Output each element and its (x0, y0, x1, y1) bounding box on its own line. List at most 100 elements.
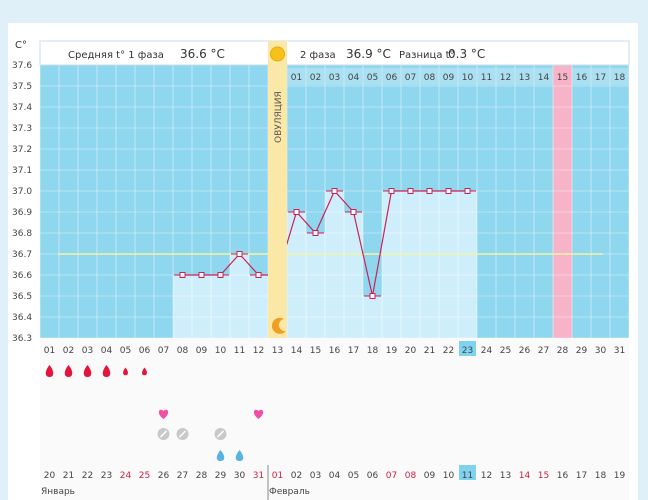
top-day-label: 08 (424, 73, 436, 83)
top-label-box (496, 68, 515, 85)
top-day-label: 15 (557, 73, 568, 83)
temp-point (464, 188, 471, 194)
cycle-day-label: 21 (424, 346, 435, 356)
diff-value: 0.3 °C (448, 47, 485, 61)
top-label-box (287, 68, 306, 85)
y-tick-label: 37.4 (12, 103, 32, 113)
top-day-label: 03 (329, 73, 340, 83)
calendar-day-label: 31 (253, 471, 264, 481)
temp-point (369, 293, 376, 299)
top-label-box (610, 68, 629, 85)
calendar-day-label: 27 (177, 471, 188, 481)
menstruation-drop-icon (102, 365, 111, 377)
temp-column (382, 191, 401, 338)
calendar-day-label: 12 (481, 471, 492, 481)
temp-column (192, 275, 211, 338)
temp-point (179, 272, 186, 278)
top-label-box (591, 68, 610, 85)
calendar-day-label: 28 (196, 471, 208, 481)
top-day-label: 11 (481, 73, 492, 83)
ovulation-label: ОВУЛЯЦИЯ (274, 91, 284, 143)
cycle-day-label: 04 (101, 346, 113, 356)
calendar-day-label: 29 (215, 471, 227, 481)
y-tick-label: 37.2 (12, 145, 32, 155)
calendar-day-label: 30 (234, 471, 246, 481)
temp-column (363, 296, 382, 338)
y-tick-label: 37.0 (12, 187, 32, 197)
calendar-day-label: 17 (576, 471, 587, 481)
top-label-box (515, 68, 534, 85)
y-tick-label: 37.3 (12, 124, 32, 134)
temp-point (388, 188, 395, 194)
month-label: Январь (41, 487, 75, 497)
current-day-box (459, 465, 476, 480)
cycle-day-label: 13 (272, 346, 283, 356)
pill-divider (159, 430, 168, 438)
unit-label: C° (15, 40, 27, 51)
menstruation-drop-icon (64, 365, 73, 377)
temp-column (439, 191, 458, 338)
cycle-day-label: 28 (557, 346, 569, 356)
cycle-day-label: 01 (44, 346, 55, 356)
menstruation-drop-icon (45, 365, 54, 377)
top-label-box (439, 68, 458, 85)
cycle-day-label: 22 (443, 346, 454, 356)
chart-panel: 37.6 37.5 37.4 37.3 37.2 37.1 37.0 36.9 36.8 36.7… (8, 23, 638, 500)
temp-point (445, 188, 452, 194)
top-label-box (344, 68, 363, 85)
temp-column (230, 254, 249, 338)
temp-point (407, 188, 414, 194)
temp-point (236, 251, 243, 257)
cycle-day-label: 11 (234, 346, 245, 356)
top-day-label: 02 (310, 73, 321, 83)
water-drop-icon (235, 450, 244, 461)
cycle-day-label: 07 (158, 346, 169, 356)
calendar-day-label: 19 (614, 471, 626, 481)
cycle-day-label: 19 (386, 346, 398, 356)
y-tick-label: 36.7 (12, 250, 32, 260)
calendar-day-label: 05 (348, 471, 359, 481)
y-tick-label: 36.5 (12, 292, 32, 302)
y-tick-label: 36.6 (12, 271, 32, 281)
cycle-day-label: 16 (329, 346, 341, 356)
temp-point (312, 230, 319, 236)
top-label-box (382, 68, 401, 85)
calendar-day-label: 25 (139, 471, 150, 481)
ovulation-column (268, 41, 287, 338)
phase1-value: 36.6 °C (180, 47, 225, 61)
temp-point (217, 272, 224, 278)
temp-column (458, 191, 477, 338)
diff-label: Разница t° (399, 50, 455, 61)
calendar-day-label: 24 (120, 471, 132, 481)
calendar-day-label: 15 (538, 471, 549, 481)
temp-column (173, 275, 192, 338)
temp-column (211, 275, 230, 338)
cycle-day-label: 18 (367, 346, 379, 356)
cycle-day-label: 27 (538, 346, 549, 356)
header-bar (39, 40, 630, 66)
top-label-box (325, 68, 344, 85)
cycle-day-label: 05 (120, 346, 131, 356)
top-day-label: 13 (519, 73, 530, 83)
cycle-day-label: 02 (63, 346, 74, 356)
calendar-day-label: 26 (158, 471, 170, 481)
y-tick-label: 36.4 (12, 313, 32, 323)
pill-divider (216, 430, 225, 438)
y-tick-label: 37.6 (12, 61, 32, 71)
menstruation-drop-icon (83, 365, 92, 377)
cycle-day-label: 31 (614, 346, 625, 356)
top-label-box (401, 68, 420, 85)
calendar-day-label: 01 (272, 471, 283, 481)
current-day-box (459, 341, 476, 356)
top-label-box (363, 68, 382, 85)
month-label: Февраль (269, 487, 310, 497)
calendar-day-label: 08 (405, 471, 417, 481)
temp-point (293, 209, 300, 215)
top-day-label: 18 (614, 73, 626, 83)
temp-column (306, 233, 325, 338)
top-label-box (477, 68, 496, 85)
water-drop-icon (216, 450, 225, 461)
phase1-label: Средняя t° 1 фаза (68, 50, 164, 61)
menstruation-drop-icon (123, 367, 128, 376)
temp-point (198, 272, 205, 278)
